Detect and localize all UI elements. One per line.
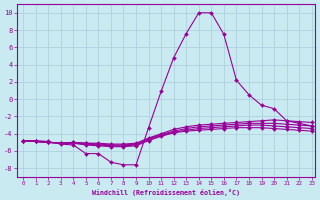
X-axis label: Windchill (Refroidissement éolien,°C): Windchill (Refroidissement éolien,°C) bbox=[92, 189, 240, 196]
